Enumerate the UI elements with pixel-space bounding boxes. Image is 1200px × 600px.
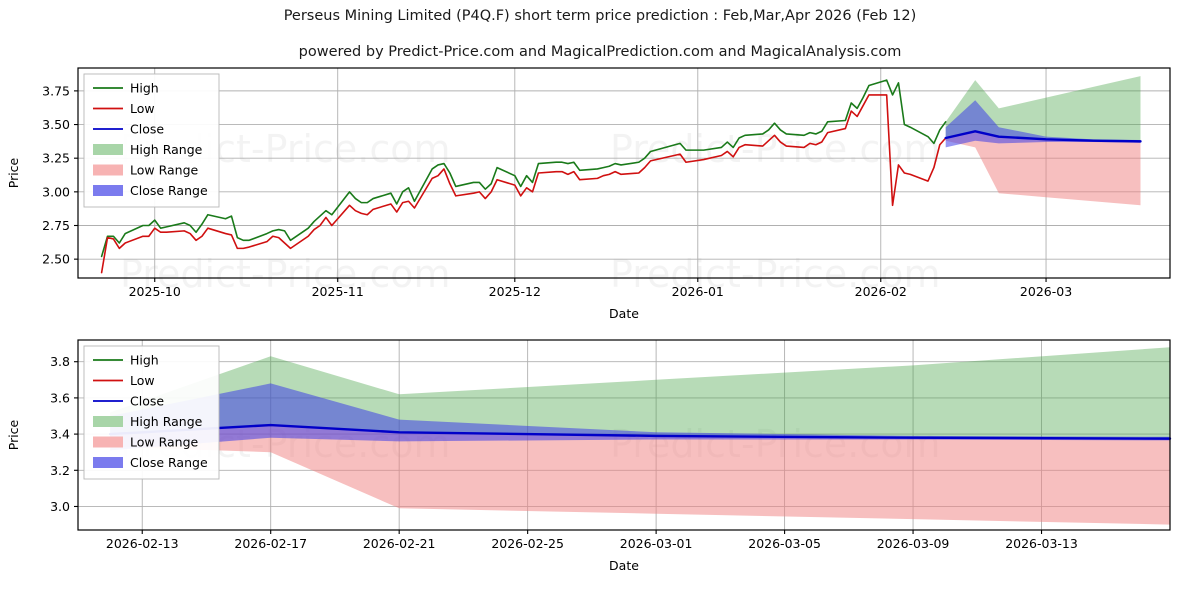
chart-legend: High Low Close High Range Low Range Close Ran… [83,345,220,480]
legend-item-label: High Range [130,142,203,157]
y-tick-label: 2.50 [42,252,70,267]
y-tick-label: 3.0 [50,499,70,514]
chart-legend: High Low Close High Range Low Range Close Ran… [83,73,220,208]
y-axis-label: Price [6,419,21,450]
y-tick-label: 3.75 [42,83,70,98]
x-tick-label: 2026-02-13 [106,536,179,551]
x-tick-label: 2026-01 [672,284,724,299]
y-axis-label: Price [6,157,21,188]
low-line [100,94,947,274]
axes: 2.50 2.75 3.00 3.25 3.50 3.75 2025-10 2025-11 20… [6,83,1072,321]
detail-chart: Predict-Price.comPredict-Price.com3.03.2… [6,339,1172,573]
low-range-band [110,425,1170,525]
high-line [100,79,947,258]
y-tick-label: 3.2 [50,463,70,478]
x-tick-label: 2025-12 [489,284,541,299]
y-tick-label: 3.00 [42,184,70,199]
legend-item-label: Low Range [130,163,199,178]
close-range-band [110,383,1170,451]
x-tick-label: 2026-03-09 [877,536,950,551]
legend-item-label: Close [130,394,164,409]
legend-item-label: High [130,353,159,368]
watermark: Predict-Price.com [610,127,941,171]
y-tick-label: 2.75 [42,218,70,233]
close-line [944,130,1142,143]
x-tick-label: 2026-03 [1020,284,1072,299]
legend-swatch-patch [93,164,123,176]
page-title: Perseus Mining Limited (P4Q.F) short ter… [283,8,917,24]
y-tick-label: 3.50 [42,117,70,132]
legend-item-label: Low [130,101,155,116]
gridlines [78,68,1170,278]
y-tick-label: 3.25 [42,151,70,166]
legend-item-label: High Range [130,414,203,429]
legend-swatch-patch [93,416,123,427]
x-tick-label: 2026-02-21 [363,536,436,551]
x-axis-label: Date [609,558,639,573]
y-tick-label: 3.4 [50,427,70,442]
x-tick-label: 2026-02 [855,284,907,299]
plot-frame [77,67,1171,279]
x-tick-label: 2025-11 [312,284,364,299]
legend-item-label: Close Range [130,455,208,470]
legend-swatch-patch [93,144,123,155]
x-tick-label: 2026-03-01 [620,536,693,551]
legend-swatch-patch [93,436,123,448]
y-tick-label: 3.8 [50,354,70,369]
plot-frame [77,339,1171,531]
legend-swatch-patch [93,457,123,468]
x-tick-label: 2026-03-05 [748,536,821,551]
y-tick-label: 3.6 [50,390,70,405]
x-tick-label: 2026-02-17 [234,536,307,551]
x-tick-label: 2026-02-25 [491,536,564,551]
x-tick-label: 2025-10 [129,284,181,299]
x-axis-label: Date [609,306,639,321]
legend-item-label: Close [130,122,164,137]
page-subtitle: powered by Predict-Price.com and Magical… [298,44,902,60]
low-range-band [945,131,1141,206]
legend-item-label: Close Range [130,183,208,198]
legend-swatch-patch [93,185,123,196]
legend-item-label: Low Range [130,435,199,450]
axes: 3.0 3.2 3.4 3.6 3.8 2026-02-13 2026-02-17 2026-… [6,354,1078,573]
overview-chart: Predict-Price.comPredict-Price.comPredic… [6,67,1171,321]
close-line [108,423,1172,440]
legend-item-label: High [130,81,159,96]
x-tick-label: 2026-03-13 [1005,536,1078,551]
legend-item-label: Low [130,373,155,388]
